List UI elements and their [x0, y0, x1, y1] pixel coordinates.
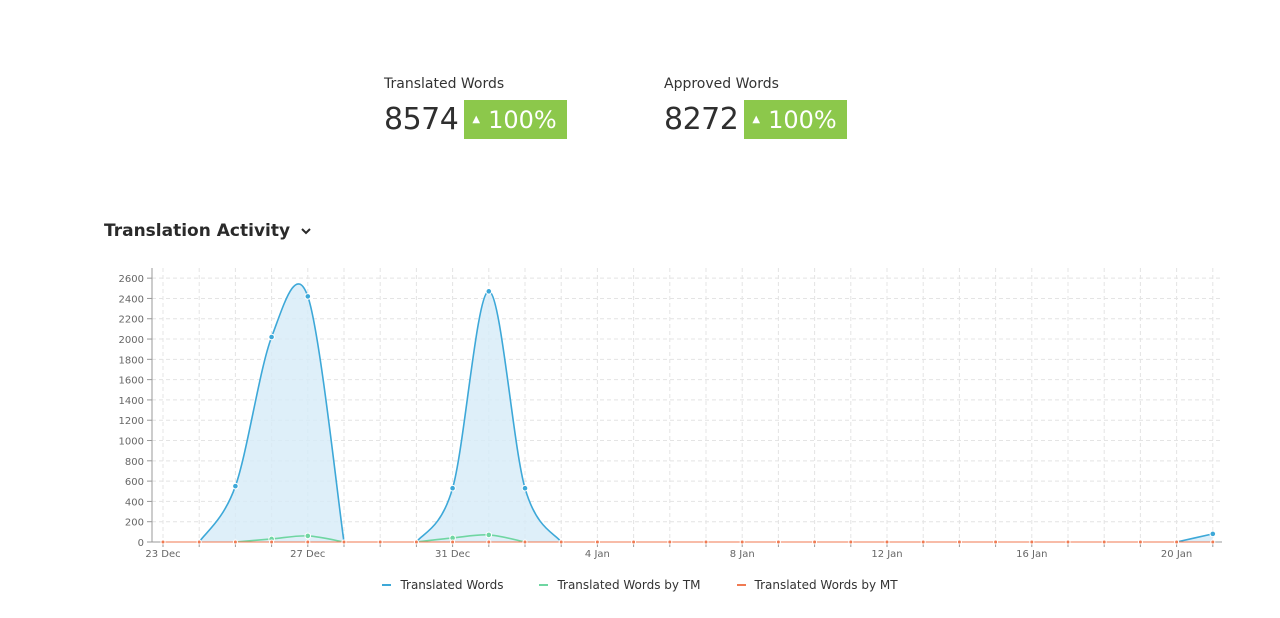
y-tick-label: 1000	[119, 437, 144, 448]
section-title: Translation Activity	[104, 221, 291, 241]
data-point	[1210, 539, 1216, 545]
data-point	[631, 539, 637, 545]
y-tick-label: 800	[125, 457, 144, 468]
chevron-down-icon	[301, 228, 311, 235]
data-point	[594, 539, 600, 545]
data-point	[993, 539, 999, 545]
data-point	[269, 539, 275, 545]
data-point	[1137, 539, 1143, 545]
data-point	[703, 539, 709, 545]
data-point	[920, 539, 926, 545]
triangle-up-icon: ▲	[472, 114, 481, 125]
x-tick-label: 27 Dec	[290, 549, 325, 560]
data-point	[667, 539, 673, 545]
series-line	[416, 533, 526, 543]
data-point	[848, 539, 854, 545]
x-tick-label: 16 Jan	[1016, 549, 1047, 560]
data-point	[1101, 539, 1107, 545]
data-point	[377, 539, 383, 545]
series-area-translated	[416, 291, 562, 542]
legend-label: Translated Words by TM	[557, 578, 701, 592]
series-line	[198, 283, 345, 543]
y-tick-label: 1600	[119, 376, 144, 387]
legend-item-translated[interactable]: Translated Words	[382, 578, 503, 592]
data-point	[558, 539, 564, 545]
x-tick-label: 4 Jan	[585, 549, 610, 560]
series-line	[235, 535, 345, 543]
x-tick-label: 8 Jan	[730, 549, 755, 560]
data-point	[341, 539, 347, 545]
legend-swatch-icon	[382, 584, 392, 586]
y-tick-label: 200	[125, 518, 144, 529]
translated-words-stat: Translated Words 8574 ▲ 100%	[384, 76, 567, 139]
legend-item-mt[interactable]: Translated Words by MT	[736, 578, 898, 592]
x-tick-label: 20 Jan	[1161, 549, 1192, 560]
data-point	[268, 333, 275, 341]
translated-words-value: 8574	[384, 102, 459, 137]
approved-words-value: 8272	[664, 102, 739, 137]
approved-words-change: 100%	[768, 105, 837, 134]
legend-label: Translated Words	[400, 578, 504, 592]
y-tick-label: 2400	[119, 294, 144, 305]
translation-activity-dropdown[interactable]: Translation Activity	[104, 221, 312, 241]
data-point	[305, 539, 311, 545]
data-point	[485, 531, 493, 539]
translated-words-change: 100%	[488, 105, 557, 134]
legend-swatch-icon	[736, 584, 746, 586]
data-point	[521, 484, 529, 492]
x-tick-label: 23 Dec	[145, 549, 180, 560]
series-area-translated	[199, 283, 344, 542]
y-tick-label: 1200	[119, 416, 144, 427]
data-point	[232, 482, 239, 490]
y-tick-label: 1400	[119, 396, 144, 407]
y-tick-label: 400	[125, 497, 144, 508]
data-point	[232, 539, 238, 545]
x-tick-label: 12 Jan	[871, 549, 902, 560]
data-point	[304, 293, 312, 300]
data-point	[450, 539, 456, 545]
chart-legend: Translated Words Translated Words by TM …	[0, 578, 1280, 592]
translated-words-label: Translated Words	[384, 76, 505, 92]
triangle-up-icon: ▲	[752, 114, 761, 125]
y-tick-label: 2000	[119, 335, 144, 346]
data-point	[522, 539, 528, 545]
y-tick-label: 0	[138, 538, 144, 549]
data-point	[485, 288, 493, 295]
data-point	[812, 539, 818, 545]
y-tick-label: 2600	[119, 274, 144, 285]
data-point	[304, 532, 312, 540]
data-point	[739, 539, 745, 545]
data-point	[1174, 539, 1180, 545]
y-tick-label: 1800	[119, 355, 144, 366]
approved-words-label: Approved Words	[664, 76, 779, 92]
data-point	[775, 539, 781, 545]
data-point	[884, 539, 890, 545]
data-point	[449, 484, 456, 492]
approved-words-stat: Approved Words 8272 ▲ 100%	[664, 76, 847, 139]
data-point	[1029, 539, 1035, 545]
data-point	[196, 539, 202, 545]
x-tick-label: 31 Dec	[435, 549, 470, 560]
data-point	[1065, 539, 1071, 545]
legend-label: Translated Words by MT	[754, 578, 898, 592]
approved-words-change-badge: ▲ 100%	[744, 100, 847, 139]
data-point	[413, 539, 419, 545]
y-tick-label: 2200	[119, 315, 144, 326]
data-point	[160, 539, 166, 545]
data-point	[1209, 530, 1217, 538]
translated-words-change-badge: ▲ 100%	[464, 100, 567, 139]
legend-item-tm[interactable]: Translated Words by TM	[539, 578, 701, 592]
data-point	[486, 539, 492, 545]
y-tick-label: 600	[125, 477, 144, 488]
data-point	[956, 539, 962, 545]
legend-swatch-icon	[539, 584, 549, 586]
